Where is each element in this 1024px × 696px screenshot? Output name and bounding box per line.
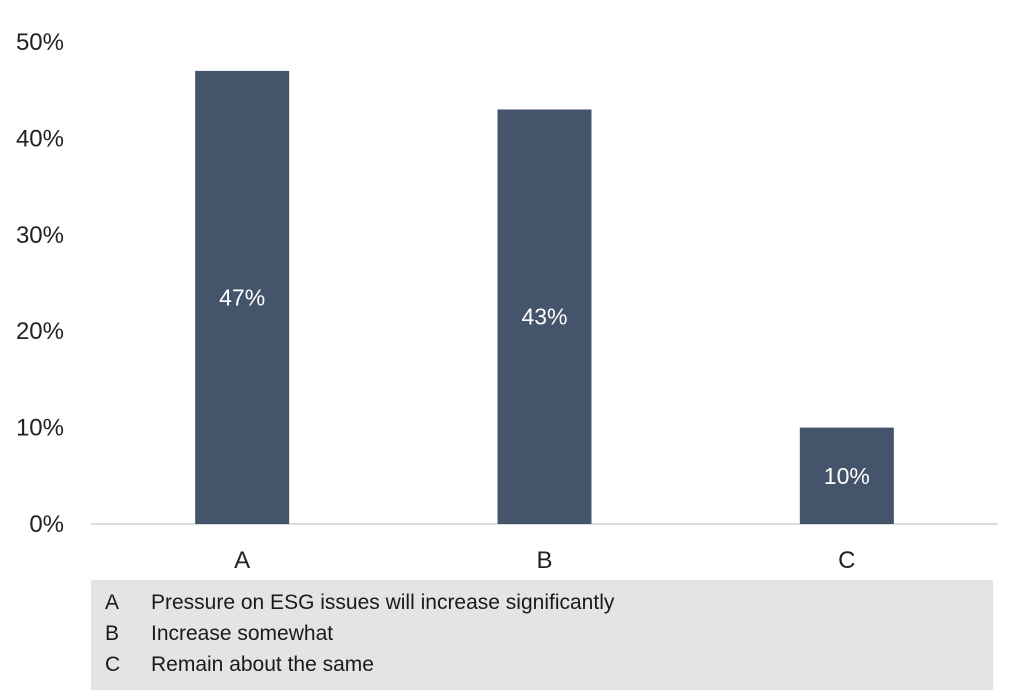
key-text: Remain about the same: [151, 653, 374, 676]
key-text: Increase somewhat: [151, 622, 334, 645]
x-category-label: A: [234, 547, 250, 574]
y-tick-label: 40%: [16, 125, 64, 152]
key-row-b: B Increase somewhat: [105, 622, 333, 646]
key-row-c: C Remain about the same: [105, 653, 374, 677]
bar-data-label: 10%: [824, 463, 870, 489]
bars: 47% 43% 10%: [195, 70, 894, 525]
key-letter: C: [105, 653, 121, 676]
key-letter: A: [105, 591, 120, 614]
bar-data-label: 47%: [219, 284, 265, 310]
y-tick-label: 20%: [16, 318, 64, 345]
y-tick-label: 0%: [29, 511, 64, 538]
key-row-a: A Pressure on ESG issues will increase si…: [105, 591, 614, 615]
y-axis: 0% 10% 20% 30% 40% 50%: [16, 29, 64, 538]
bar-b: [497, 109, 592, 524]
key-text: Pressure on ESG issues will increase sig…: [151, 591, 615, 614]
y-tick-label: 10%: [16, 415, 64, 442]
bar-data-label: 43%: [521, 304, 567, 330]
bar-chart: 0% 10% 20% 30% 40% 50% 47% 43% 10% A B C: [16, 29, 998, 574]
bar-a: [195, 70, 290, 525]
x-category-label: B: [536, 547, 552, 574]
bar-c: [799, 427, 894, 524]
category-key-box: A Pressure on ESG issues will increase si…: [91, 580, 993, 690]
x-axis: A B C: [234, 547, 855, 574]
x-category-label: C: [838, 547, 855, 574]
y-tick-label: 50%: [16, 29, 64, 56]
y-tick-label: 30%: [16, 222, 64, 249]
key-letter: B: [105, 622, 120, 645]
